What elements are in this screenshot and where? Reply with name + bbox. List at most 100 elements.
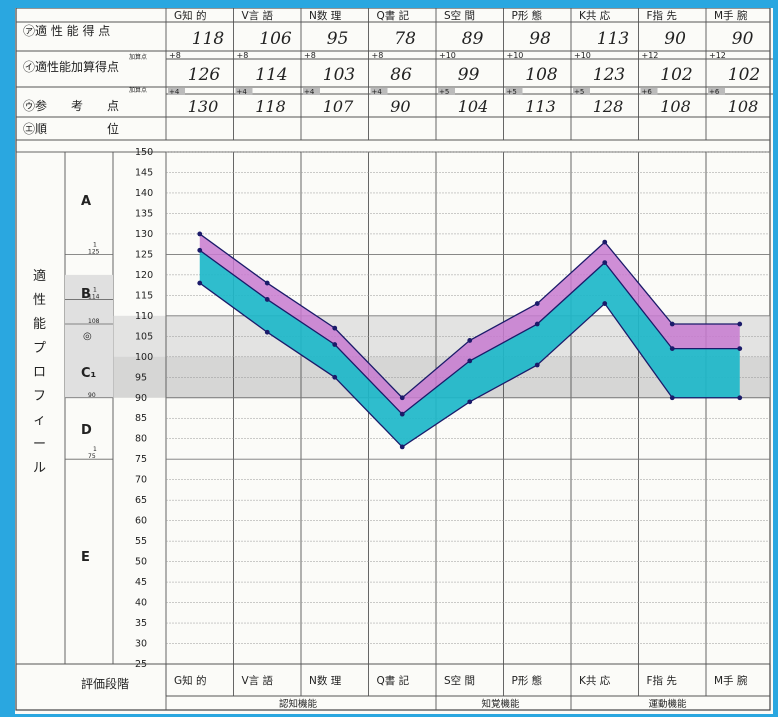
boundary-top-1: 1 (93, 286, 97, 293)
bonus1-6: +10 (574, 51, 591, 60)
y-tick-90: 90 (135, 393, 147, 404)
footer-aptitude-1: V言 語 (242, 674, 274, 687)
y-tick-145: 145 (135, 167, 153, 178)
y-tick-35: 35 (135, 618, 147, 629)
bonus2-6: +5 (574, 88, 584, 96)
header-score-cells: G知 的 118 +8 126 +4 130 V言 語 106 +8 114 +4 118 N数 理 95… (168, 9, 760, 116)
bonus2-box-5 (505, 88, 523, 95)
boundary-bottom-1: 114 (88, 293, 100, 300)
aptitude-header-2: N数 理 (309, 9, 342, 22)
data-point (737, 321, 743, 327)
raw-score-7: 90 (664, 29, 686, 49)
row-sub-adjusted: 加算点 (129, 53, 147, 61)
y-tick-120: 120 (135, 270, 153, 281)
footer-aptitude-3: Q書 記 (377, 674, 410, 687)
bonus2-box-0 (168, 88, 185, 95)
raw-score-1: 106 (259, 29, 292, 49)
aptitude-header-8: M手 腕 (714, 9, 748, 22)
adjusted-score-1: 114 (255, 65, 287, 85)
row-label-rank: ㋓順 位 (23, 121, 119, 136)
vertical-title-char: フ (33, 389, 46, 404)
data-point (264, 280, 270, 286)
bonus1-1: +8 (237, 51, 249, 60)
row-label-raw: ㋐適 性 能 得 点 (23, 23, 110, 38)
grade-label-c: ◎ (83, 331, 92, 342)
bonus1-3: +8 (372, 51, 384, 60)
y-tick-100: 100 (135, 352, 153, 363)
aptitude-profile-chart: ㋐適 性 能 得 点 ㋑適性能加算得点 加算点 ㋒参 考 点 加算点 ㋓順 位 … (15, 8, 773, 711)
y-tick-30: 30 (135, 639, 147, 650)
aptitude-header-1: V言 語 (242, 9, 274, 22)
footer-group-1: 知覚機能 (482, 698, 521, 710)
vertical-title-char: ル (33, 461, 46, 476)
data-point (399, 395, 405, 401)
boundary-top-4: 1 (93, 446, 97, 453)
bonus1-0: +8 (169, 51, 181, 60)
y-tick-95: 95 (135, 372, 147, 383)
reference-score-1: 118 (255, 97, 286, 116)
aptitude-header-7: F指 先 (647, 9, 677, 22)
adjusted-score-6: 123 (593, 65, 625, 85)
footer-aptitude-5: P形 態 (512, 674, 543, 687)
y-tick-125: 125 (135, 249, 153, 260)
data-point (264, 329, 270, 335)
footer-aptitude-6: K共 応 (579, 674, 611, 687)
data-point (602, 239, 608, 245)
aptitude-header-0: G知 的 (174, 9, 206, 22)
y-tick-40: 40 (135, 598, 147, 609)
bonus1-8: +12 (709, 51, 726, 60)
boundary-bottom-2: 108 (88, 318, 100, 325)
y-tick-85: 85 (135, 413, 147, 424)
y-tick-130: 130 (135, 229, 153, 240)
footer-group-0: 認知機能 (279, 698, 318, 710)
vertical-title-char: 能 (33, 317, 46, 332)
data-point (467, 358, 473, 364)
boundary-bottom-3: 90 (88, 392, 96, 399)
data-point (399, 444, 405, 450)
footer-aptitude-4: S空 間 (444, 674, 475, 687)
data-point (669, 321, 675, 327)
aptitude-header-4: S空 間 (444, 9, 475, 22)
adjusted-score-3: 86 (390, 65, 412, 85)
footer-label: 評価段階 (81, 676, 129, 691)
bonus1-5: +10 (507, 51, 524, 60)
reference-band (199, 233, 740, 415)
y-tick-115: 115 (135, 290, 153, 301)
plot-area: 25 30 35 40 45 50 55 60 65 70 75 80 85 90 95 100 105 110 1… (113, 147, 770, 670)
grade-label-5: E (81, 550, 90, 565)
data-point (197, 247, 203, 253)
y-tick-65: 65 (135, 495, 147, 506)
adjusted-score-2: 103 (323, 65, 355, 85)
reference-score-3: 90 (390, 97, 410, 116)
reference-score-6: 128 (593, 97, 624, 116)
footer-group-2: 運動機能 (649, 698, 688, 710)
bonus2-box-2 (303, 88, 320, 95)
boundary-bottom-4: 75 (88, 453, 96, 460)
adjusted-score-5: 108 (525, 65, 558, 85)
aptitude-score-sheet: ㋐適 性 能 得 点 ㋑適性能加算得点 加算点 ㋒参 考 点 加算点 ㋓順 位 … (15, 8, 773, 714)
bonus2-box-1 (235, 88, 253, 95)
bonus2-0: +4 (169, 88, 180, 96)
data-point (602, 301, 608, 306)
reference-score-2: 107 (323, 97, 354, 116)
data-point (534, 321, 540, 327)
raw-score-4: 89 (462, 29, 484, 49)
y-tick-75: 75 (135, 454, 147, 465)
data-point (197, 280, 203, 286)
data-point (669, 346, 675, 352)
data-point (197, 231, 203, 237)
vertical-title-char: ー (33, 437, 46, 452)
raw-score-2: 95 (327, 29, 349, 49)
grade-label-0: A (81, 194, 91, 209)
footer-aptitude-2: N数 理 (309, 674, 342, 687)
footer-aptitude-7: F指 先 (647, 674, 677, 687)
y-tick-70: 70 (135, 475, 147, 486)
y-tick-140: 140 (135, 188, 153, 199)
bonus1-2: +8 (304, 51, 316, 60)
aptitude-header-3: Q書 記 (377, 9, 410, 22)
footer-aptitude-0: G知 的 (174, 674, 206, 687)
data-point (534, 362, 540, 368)
reference-score-7: 108 (660, 97, 691, 116)
